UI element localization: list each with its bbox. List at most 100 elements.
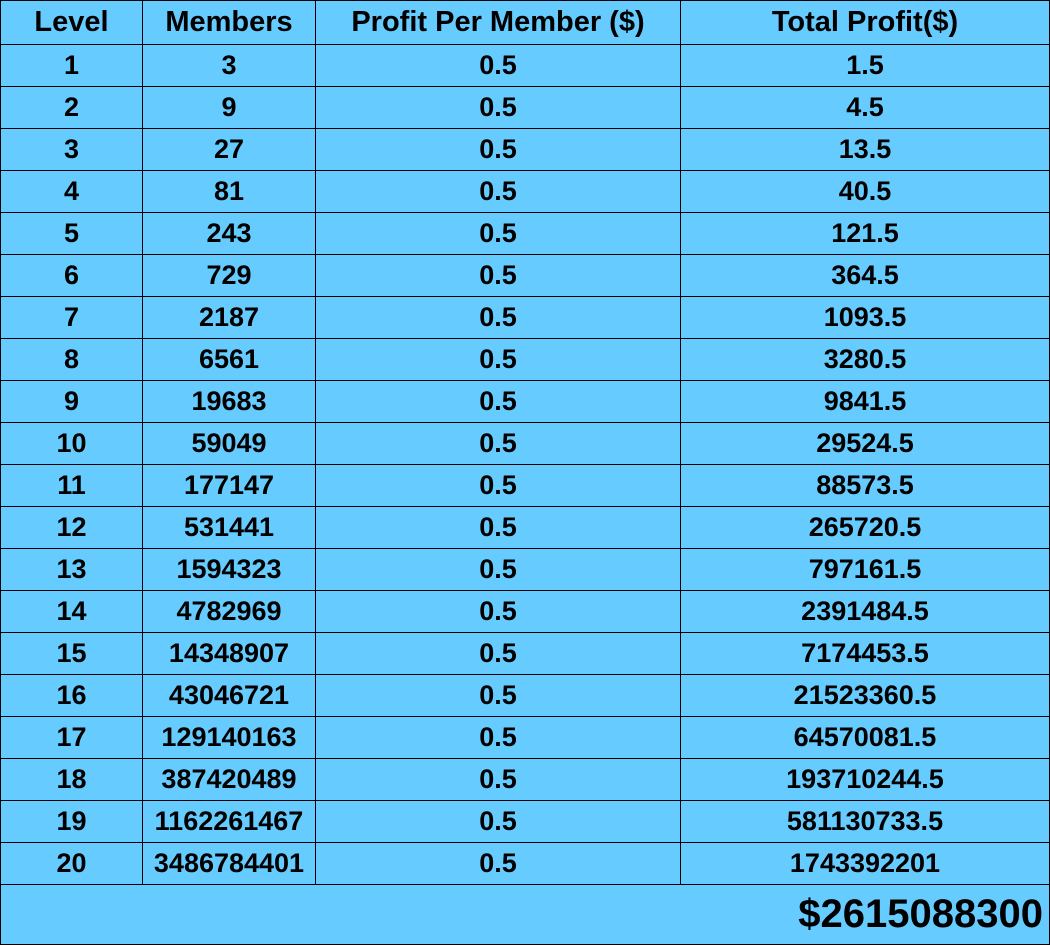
table-row: 14 4782969 0.5 2391484.5 bbox=[0, 590, 1050, 633]
cell-profit-per-member: 0.5 bbox=[315, 44, 681, 87]
cell-members: 1162261467 bbox=[142, 800, 316, 843]
cell-total-profit: 40.5 bbox=[680, 170, 1050, 213]
cell-profit-per-member: 0.5 bbox=[315, 800, 681, 843]
cell-level: 15 bbox=[0, 632, 143, 675]
cell-profit-per-member: 0.5 bbox=[315, 296, 681, 339]
cell-level: 19 bbox=[0, 800, 143, 843]
cell-level: 4 bbox=[0, 170, 143, 213]
table-row: 10 59049 0.5 29524.5 bbox=[0, 422, 1050, 465]
cell-level: 17 bbox=[0, 716, 143, 759]
cell-total-profit: 4.5 bbox=[680, 86, 1050, 129]
table-row: 12 531441 0.5 265720.5 bbox=[0, 506, 1050, 549]
table-row: 20 3486784401 0.5 1743392201 bbox=[0, 842, 1050, 885]
cell-members: 177147 bbox=[142, 464, 316, 507]
cell-total-profit: 1743392201 bbox=[680, 842, 1050, 885]
cell-profit-per-member: 0.5 bbox=[315, 380, 681, 423]
cell-profit-per-member: 0.5 bbox=[315, 758, 681, 801]
cell-total-profit: 797161.5 bbox=[680, 548, 1050, 591]
cell-level: 10 bbox=[0, 422, 143, 465]
cell-members: 6561 bbox=[142, 338, 316, 381]
table-row: 9 19683 0.5 9841.5 bbox=[0, 380, 1050, 423]
cell-profit-per-member: 0.5 bbox=[315, 170, 681, 213]
cell-profit-per-member: 0.5 bbox=[315, 590, 681, 633]
cell-members: 81 bbox=[142, 170, 316, 213]
table-row: 5 243 0.5 121.5 bbox=[0, 212, 1050, 255]
cell-total-profit: 13.5 bbox=[680, 128, 1050, 171]
grand-total-row: $2615088300 bbox=[0, 884, 1050, 945]
cell-members: 19683 bbox=[142, 380, 316, 423]
cell-total-profit: 265720.5 bbox=[680, 506, 1050, 549]
cell-level: 6 bbox=[0, 254, 143, 297]
table-row: 16 43046721 0.5 21523360.5 bbox=[0, 674, 1050, 717]
header-level: Level bbox=[0, 0, 143, 45]
cell-profit-per-member: 0.5 bbox=[315, 338, 681, 381]
cell-members: 4782969 bbox=[142, 590, 316, 633]
cell-total-profit: 1093.5 bbox=[680, 296, 1050, 339]
cell-level: 16 bbox=[0, 674, 143, 717]
cell-profit-per-member: 0.5 bbox=[315, 212, 681, 255]
cell-profit-per-member: 0.5 bbox=[315, 128, 681, 171]
cell-members: 59049 bbox=[142, 422, 316, 465]
header-row: Level Members Profit Per Member ($) Tota… bbox=[0, 0, 1050, 45]
cell-level: 2 bbox=[0, 86, 143, 129]
table-row: 1 3 0.5 1.5 bbox=[0, 44, 1050, 87]
cell-profit-per-member: 0.5 bbox=[315, 464, 681, 507]
cell-profit-per-member: 0.5 bbox=[315, 674, 681, 717]
table-row: 2 9 0.5 4.5 bbox=[0, 86, 1050, 129]
cell-level: 13 bbox=[0, 548, 143, 591]
cell-level: 20 bbox=[0, 842, 143, 885]
cell-total-profit: 88573.5 bbox=[680, 464, 1050, 507]
cell-total-profit: 2391484.5 bbox=[680, 590, 1050, 633]
cell-level: 14 bbox=[0, 590, 143, 633]
cell-profit-per-member: 0.5 bbox=[315, 506, 681, 549]
cell-members: 1594323 bbox=[142, 548, 316, 591]
header-members: Members bbox=[142, 0, 316, 45]
table-row: 3 27 0.5 13.5 bbox=[0, 128, 1050, 171]
cell-members: 129140163 bbox=[142, 716, 316, 759]
cell-level: 18 bbox=[0, 758, 143, 801]
cell-total-profit: 9841.5 bbox=[680, 380, 1050, 423]
cell-members: 2187 bbox=[142, 296, 316, 339]
cell-total-profit: 121.5 bbox=[680, 212, 1050, 255]
cell-total-profit: 3280.5 bbox=[680, 338, 1050, 381]
table-row: 18 387420489 0.5 193710244.5 bbox=[0, 758, 1050, 801]
cell-level: 12 bbox=[0, 506, 143, 549]
table-row: 19 1162261467 0.5 581130733.5 bbox=[0, 800, 1050, 843]
grand-total-value: $2615088300 bbox=[0, 884, 1050, 945]
cell-level: 8 bbox=[0, 338, 143, 381]
cell-members: 9 bbox=[142, 86, 316, 129]
table-row: 13 1594323 0.5 797161.5 bbox=[0, 548, 1050, 591]
cell-total-profit: 581130733.5 bbox=[680, 800, 1050, 843]
cell-profit-per-member: 0.5 bbox=[315, 716, 681, 759]
cell-level: 5 bbox=[0, 212, 143, 255]
table-row: 7 2187 0.5 1093.5 bbox=[0, 296, 1050, 339]
table-body: 1 3 0.5 1.5 2 9 0.5 4.5 3 27 0.5 13.5 4 81 0.5 40.5 5 243… bbox=[0, 44, 1050, 885]
cell-level: 1 bbox=[0, 44, 143, 87]
header-profit-per-member: Profit Per Member ($) bbox=[315, 0, 681, 45]
header-total-profit: Total Profit($) bbox=[680, 0, 1050, 45]
cell-members: 531441 bbox=[142, 506, 316, 549]
cell-profit-per-member: 0.5 bbox=[315, 422, 681, 465]
cell-total-profit: 29524.5 bbox=[680, 422, 1050, 465]
cell-members: 243 bbox=[142, 212, 316, 255]
cell-profit-per-member: 0.5 bbox=[315, 842, 681, 885]
cell-level: 3 bbox=[0, 128, 143, 171]
cell-profit-per-member: 0.5 bbox=[315, 86, 681, 129]
cell-profit-per-member: 0.5 bbox=[315, 548, 681, 591]
cell-total-profit: 193710244.5 bbox=[680, 758, 1050, 801]
table-row: 15 14348907 0.5 7174453.5 bbox=[0, 632, 1050, 675]
cell-total-profit: 64570081.5 bbox=[680, 716, 1050, 759]
table-row: 6 729 0.5 364.5 bbox=[0, 254, 1050, 297]
cell-level: 7 bbox=[0, 296, 143, 339]
cell-total-profit: 21523360.5 bbox=[680, 674, 1050, 717]
cell-profit-per-member: 0.5 bbox=[315, 254, 681, 297]
cell-members: 14348907 bbox=[142, 632, 316, 675]
cell-total-profit: 364.5 bbox=[680, 254, 1050, 297]
cell-members: 3486784401 bbox=[142, 842, 316, 885]
cell-level: 11 bbox=[0, 464, 143, 507]
table-row: 11 177147 0.5 88573.5 bbox=[0, 464, 1050, 507]
table-row: 17 129140163 0.5 64570081.5 bbox=[0, 716, 1050, 759]
table-row: 4 81 0.5 40.5 bbox=[0, 170, 1050, 213]
cell-profit-per-member: 0.5 bbox=[315, 632, 681, 675]
